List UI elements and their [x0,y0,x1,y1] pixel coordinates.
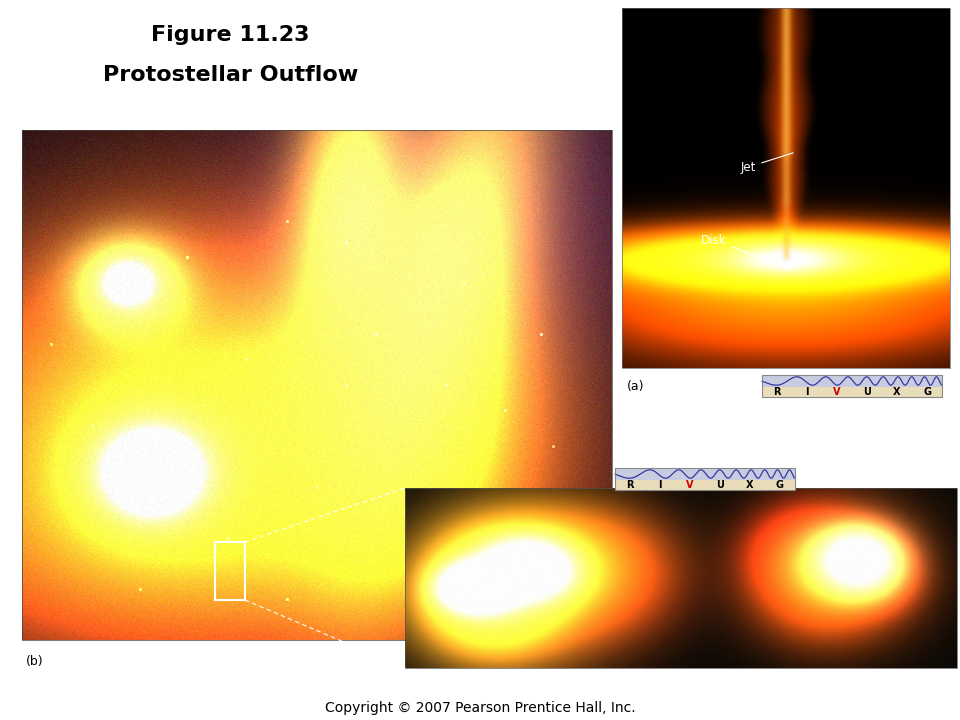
Text: Figure 11.23: Figure 11.23 [151,25,310,45]
Text: R: R [773,387,780,397]
Text: Protostellar Outflow: Protostellar Outflow [103,65,358,85]
Text: V: V [686,480,694,490]
Bar [615,468,795,490]
Text: G: G [776,480,784,490]
Text: I: I [805,387,808,397]
Bar [762,387,942,397]
Bar [615,480,795,490]
Text: U: U [716,480,724,490]
Bar [22,130,612,640]
Bar [405,488,957,668]
Bar [762,375,942,397]
Bar [762,375,942,387]
Text: V: V [833,387,841,397]
Text: U: U [863,387,871,397]
Text: X: X [893,387,900,397]
Text: (b): (b) [26,655,43,668]
Bar [215,542,245,600]
Text: R: R [626,480,634,490]
Text: Jet: Jet [741,153,793,174]
Bar [622,8,950,368]
Text: Disk: Disk [701,233,763,259]
Text: Copyright © 2007 Pearson Prentice Hall, Inc.: Copyright © 2007 Pearson Prentice Hall, … [324,701,636,715]
Text: X: X [746,480,754,490]
Text: G: G [923,387,931,397]
Text: I: I [659,480,661,490]
Bar [615,468,795,480]
Text: (a): (a) [627,380,644,393]
